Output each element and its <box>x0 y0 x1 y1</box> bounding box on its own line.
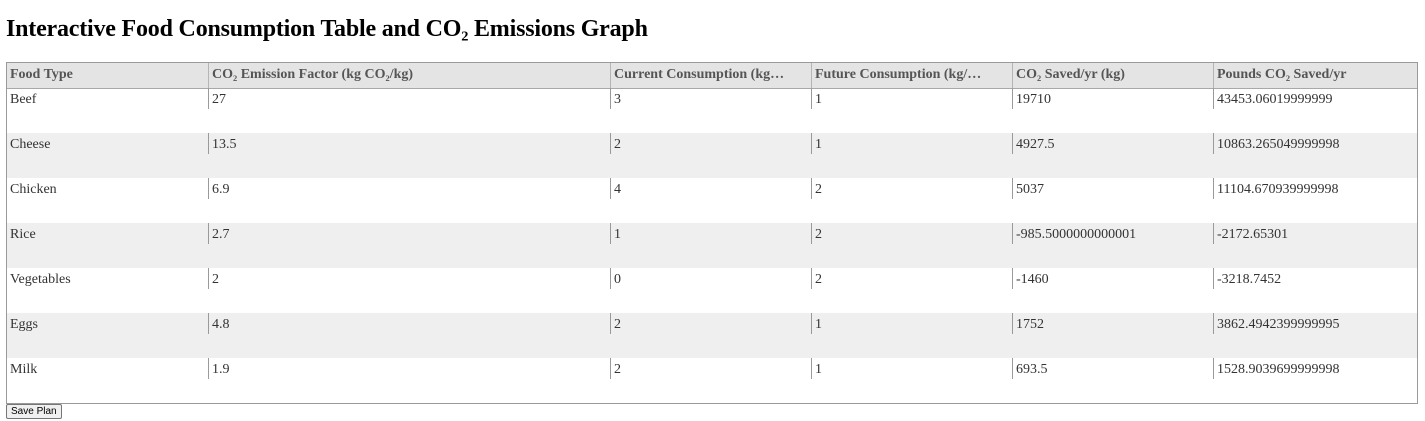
column-header-future-consumption[interactable]: Future Consumption (kg/… <box>811 63 1012 88</box>
column-header-co2-saved-kg[interactable]: CO₂ Saved/yr (kg) <box>1012 63 1213 88</box>
emission-factor-cell[interactable]: 4.8 <box>208 313 610 334</box>
current-consumption-cell[interactable]: 2 <box>610 133 811 154</box>
food-type-cell[interactable]: Rice <box>10 227 36 242</box>
emission-factor-cell[interactable]: 13.5 <box>208 133 610 154</box>
pounds-co2-saved-cell: 1528.9039699999998 <box>1213 358 1417 379</box>
food-type-cell[interactable]: Chicken <box>10 182 57 197</box>
current-consumption-cell[interactable]: 3 <box>610 88 811 109</box>
co2-saved-kg-cell: -1460 <box>1012 268 1213 289</box>
emission-factor-cell[interactable]: 1.9 <box>208 358 610 379</box>
table-row: Milk 1.9 2 1 693.5 1528.9039699999998 <box>7 358 1417 403</box>
table-row: Cheese 13.5 2 1 4927.5 10863.26504999999… <box>7 133 1417 178</box>
future-consumption-cell[interactable]: 2 <box>811 223 1012 244</box>
current-consumption-cell[interactable]: 2 <box>610 313 811 334</box>
table-row: Eggs 4.8 2 1 1752 3862.4942399999995 <box>7 313 1417 358</box>
pounds-co2-saved-cell: 11104.670939999998 <box>1213 178 1417 199</box>
pounds-co2-saved-cell: 10863.265049999998 <box>1213 133 1417 154</box>
table-row: Vegetables 2 0 2 -1460 -3218.7452 <box>7 268 1417 313</box>
future-consumption-cell[interactable]: 1 <box>811 88 1012 109</box>
emission-factor-cell[interactable]: 27 <box>208 88 610 109</box>
pounds-co2-saved-cell: 43453.06019999999 <box>1213 88 1417 109</box>
current-consumption-cell[interactable]: 4 <box>610 178 811 199</box>
table-row: Beef 27 3 1 19710 43453.06019999999 <box>7 88 1417 133</box>
current-consumption-cell[interactable]: 2 <box>610 358 811 379</box>
emission-factor-cell[interactable]: 2.7 <box>208 223 610 244</box>
emission-factor-cell[interactable]: 6.9 <box>208 178 610 199</box>
column-header-current-consumption[interactable]: Current Consumption (kg… <box>610 63 811 88</box>
co2-saved-kg-cell: 693.5 <box>1012 358 1213 379</box>
pounds-co2-saved-cell: 3862.4942399999995 <box>1213 313 1417 334</box>
pounds-co2-saved-cell: -2172.65301 <box>1213 223 1417 244</box>
consumption-table: Food Type CO₂ Emission Factor (kg CO₂/kg… <box>6 62 1418 404</box>
future-consumption-cell[interactable]: 1 <box>811 133 1012 154</box>
current-consumption-cell[interactable]: 1 <box>610 223 811 244</box>
co2-saved-kg-cell: 4927.5 <box>1012 133 1213 154</box>
future-consumption-cell[interactable]: 1 <box>811 358 1012 379</box>
column-header-pounds-co2-saved[interactable]: Pounds CO₂ Saved/yr <box>1213 63 1417 88</box>
food-type-cell[interactable]: Cheese <box>10 137 51 152</box>
food-type-cell[interactable]: Vegetables <box>10 272 71 287</box>
current-consumption-cell[interactable]: 0 <box>610 268 811 289</box>
table-row: Rice 2.7 1 2 -985.5000000000001 -2172.65… <box>7 223 1417 268</box>
save-plan-button[interactable]: Save Plan <box>6 404 62 419</box>
future-consumption-cell[interactable]: 2 <box>811 178 1012 199</box>
table-header: Food Type CO₂ Emission Factor (kg CO₂/kg… <box>7 63 1417 89</box>
column-header-food-type[interactable]: Food Type <box>10 67 73 82</box>
emission-factor-cell[interactable]: 2 <box>208 268 610 289</box>
column-header-emission-factor[interactable]: CO₂ Emission Factor (kg CO₂/kg) <box>208 63 610 88</box>
food-type-cell[interactable]: Eggs <box>10 317 38 332</box>
co2-saved-kg-cell: 19710 <box>1012 88 1213 109</box>
co2-saved-kg-cell: 5037 <box>1012 178 1213 199</box>
co2-saved-kg-cell: 1752 <box>1012 313 1213 334</box>
food-type-cell[interactable]: Milk <box>10 362 38 377</box>
food-type-cell[interactable]: Beef <box>10 92 37 107</box>
future-consumption-cell[interactable]: 1 <box>811 313 1012 334</box>
future-consumption-cell[interactable]: 2 <box>811 268 1012 289</box>
pounds-co2-saved-cell: -3218.7452 <box>1213 268 1417 289</box>
co2-saved-kg-cell: -985.5000000000001 <box>1012 223 1213 244</box>
page-title: Interactive Food Consumption Table and C… <box>6 16 648 42</box>
table-row: Chicken 6.9 4 2 5037 11104.670939999998 <box>7 178 1417 223</box>
